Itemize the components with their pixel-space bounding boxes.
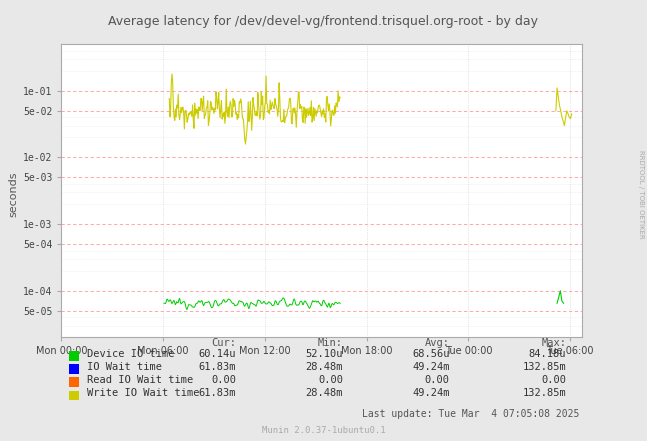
Text: 28.48m: 28.48m	[305, 389, 343, 399]
Text: 84.18u: 84.18u	[529, 349, 566, 359]
Text: 0.00: 0.00	[318, 375, 343, 385]
Text: 132.85m: 132.85m	[522, 362, 566, 372]
Text: Munin 2.0.37-1ubuntu0.1: Munin 2.0.37-1ubuntu0.1	[261, 426, 386, 435]
Text: 61.83m: 61.83m	[199, 362, 236, 372]
Text: Cur:: Cur:	[211, 338, 236, 348]
Text: Max:: Max:	[541, 338, 566, 348]
Text: Read IO Wait time: Read IO Wait time	[87, 375, 193, 385]
Text: Device IO time: Device IO time	[87, 349, 175, 359]
Text: 0.00: 0.00	[541, 375, 566, 385]
Text: 60.14u: 60.14u	[199, 349, 236, 359]
Text: 0.00: 0.00	[424, 375, 450, 385]
Text: Average latency for /dev/devel-vg/frontend.trisquel.org-root - by day: Average latency for /dev/devel-vg/fronte…	[109, 15, 538, 28]
Text: 68.56u: 68.56u	[412, 349, 450, 359]
Text: 0.00: 0.00	[211, 375, 236, 385]
Text: Min:: Min:	[318, 338, 343, 348]
Text: seconds: seconds	[8, 171, 18, 217]
Text: 28.48m: 28.48m	[305, 362, 343, 372]
Text: IO Wait time: IO Wait time	[87, 362, 162, 372]
Text: 49.24m: 49.24m	[412, 389, 450, 399]
Text: 132.85m: 132.85m	[522, 389, 566, 399]
Text: 52.10u: 52.10u	[305, 349, 343, 359]
Text: Avg:: Avg:	[424, 338, 450, 348]
Text: Write IO Wait time: Write IO Wait time	[87, 389, 200, 399]
Text: 49.24m: 49.24m	[412, 362, 450, 372]
Text: Last update: Tue Mar  4 07:05:08 2025: Last update: Tue Mar 4 07:05:08 2025	[362, 409, 579, 419]
Text: RRDTOOL / TOBI OETIKER: RRDTOOL / TOBI OETIKER	[638, 149, 644, 239]
Text: 61.83m: 61.83m	[199, 389, 236, 399]
